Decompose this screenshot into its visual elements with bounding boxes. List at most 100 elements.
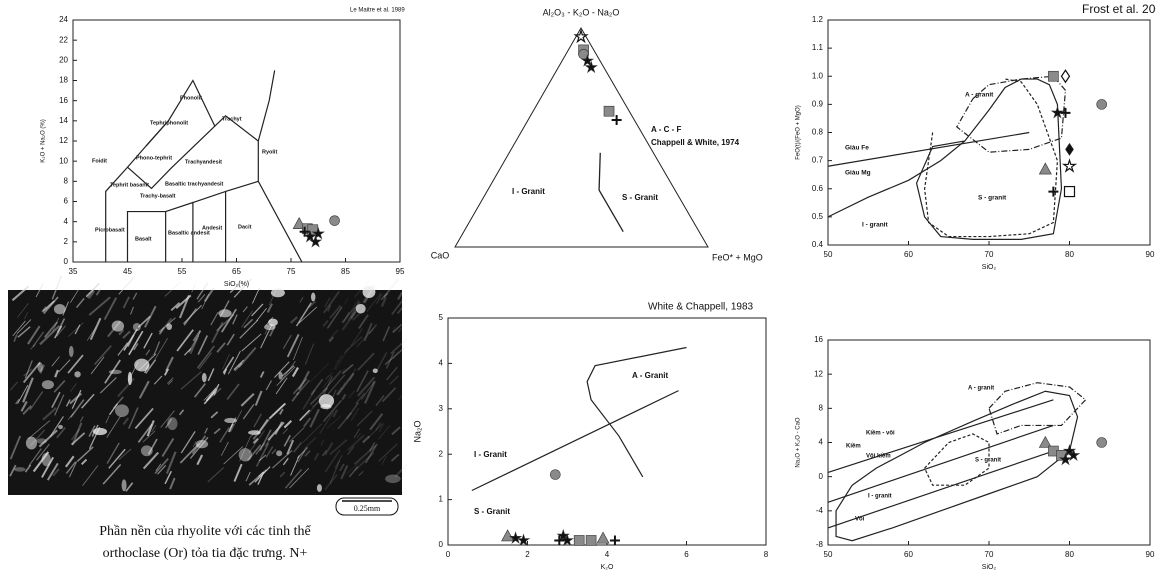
y-tick-label: -4	[816, 506, 824, 515]
field-boundary	[827, 450, 1054, 529]
texture-streak	[327, 329, 339, 341]
texture-streak	[220, 441, 229, 456]
texture-streak	[339, 463, 345, 472]
texture-streak	[324, 374, 330, 380]
texture-streak	[95, 288, 102, 296]
texture-streak	[348, 466, 359, 478]
texture-grain	[111, 320, 125, 332]
texture-streak	[106, 415, 121, 438]
texture-streak	[378, 443, 398, 462]
texture-streak	[247, 444, 262, 461]
texture-streak	[203, 391, 216, 405]
marker-circle	[329, 215, 340, 226]
texture-streak	[24, 464, 32, 473]
texture-streak	[334, 346, 350, 370]
texture-streak	[255, 442, 265, 455]
texture-streak	[356, 370, 369, 393]
texture-streak	[324, 442, 334, 456]
scale-bar-label: 0.25mm	[354, 504, 381, 513]
texture-streak	[147, 352, 156, 362]
texture-streak	[219, 427, 230, 443]
texture-streak	[155, 463, 162, 472]
marker-star	[573, 28, 589, 44]
annotation: Vôi	[855, 517, 865, 523]
texture-streak	[356, 432, 361, 439]
texture-streak	[292, 378, 308, 395]
annotation: Kiềm	[846, 444, 861, 450]
y-tick-label: 0.9	[812, 99, 824, 108]
texture-streak	[283, 434, 291, 447]
texture-grain	[218, 309, 232, 318]
texture-streak	[350, 408, 360, 422]
annotation: Chappell & White, 1974	[651, 138, 740, 147]
texture-streak	[242, 306, 248, 313]
marker-circle	[1096, 99, 1107, 110]
marker-triangle	[1038, 162, 1052, 175]
texture-streak	[165, 356, 174, 372]
annotation: Frost et al. 2001	[1082, 2, 1156, 16]
y-tick-label: 1.0	[812, 71, 824, 80]
texture-grain	[114, 404, 129, 417]
texture-streak	[192, 441, 197, 448]
texture-streak	[391, 298, 405, 316]
texture-streak	[167, 377, 174, 384]
texture-streak	[164, 281, 181, 297]
texture-streak	[346, 402, 359, 420]
texture-streak	[293, 441, 303, 453]
x-axis-label: K₂O	[601, 564, 614, 571]
texture-streak	[385, 351, 395, 369]
texture-streak	[309, 408, 320, 428]
x-tick-label: 0	[446, 550, 451, 559]
texture-streak	[233, 359, 245, 371]
texture-streak	[396, 305, 405, 315]
texture-streak	[288, 427, 305, 443]
texture-streak	[142, 451, 160, 470]
texture-streak	[122, 330, 131, 339]
annotation: Phonolit	[180, 95, 202, 101]
texture-streak	[326, 306, 343, 329]
texture-streak	[251, 303, 264, 317]
texture-streak	[324, 473, 338, 491]
texture-streak	[70, 288, 80, 303]
texture-streak	[299, 409, 311, 422]
x-tick-label: 8	[764, 550, 769, 559]
texture-streak	[67, 322, 84, 338]
texture-streak	[193, 382, 206, 398]
annotation: Phono-tephrit	[136, 155, 172, 161]
texture-streak	[154, 458, 169, 474]
texture-grain	[195, 440, 209, 449]
texture-streak	[201, 294, 210, 310]
texture-streak	[165, 418, 173, 429]
texture-streak	[24, 311, 28, 320]
texture-streak	[210, 411, 219, 419]
marker-plus	[609, 535, 620, 546]
texture-streak	[376, 293, 383, 305]
y-tick-label: 2	[439, 449, 444, 458]
texture-streak	[69, 461, 78, 478]
plot-frame	[827, 19, 1151, 246]
texture-streak	[392, 323, 403, 334]
y-tick-label: 8	[819, 403, 824, 412]
texture-streak	[146, 420, 155, 437]
texture-streak	[38, 429, 58, 448]
texture-streak	[279, 471, 286, 478]
texture-streak	[274, 361, 290, 378]
texture-grain	[68, 345, 74, 358]
texture-streak	[279, 408, 284, 415]
texture-streak	[304, 343, 315, 365]
marker-diamond	[1065, 142, 1074, 156]
texture-streak	[252, 418, 270, 440]
annotation: Trachy-basalt	[140, 193, 176, 199]
texture-streak	[347, 434, 365, 451]
texture-streak	[17, 326, 31, 338]
texture-streak	[145, 359, 157, 374]
texture-streak	[346, 445, 355, 456]
texture-streak	[303, 436, 317, 450]
annotation: I - granit	[862, 222, 888, 229]
texture-grain	[166, 323, 173, 331]
texture-streak	[56, 426, 66, 439]
annotation: Trachyt	[222, 116, 242, 122]
marker-star	[556, 528, 570, 542]
texture-streak	[43, 296, 59, 315]
texture-grain	[25, 436, 38, 450]
